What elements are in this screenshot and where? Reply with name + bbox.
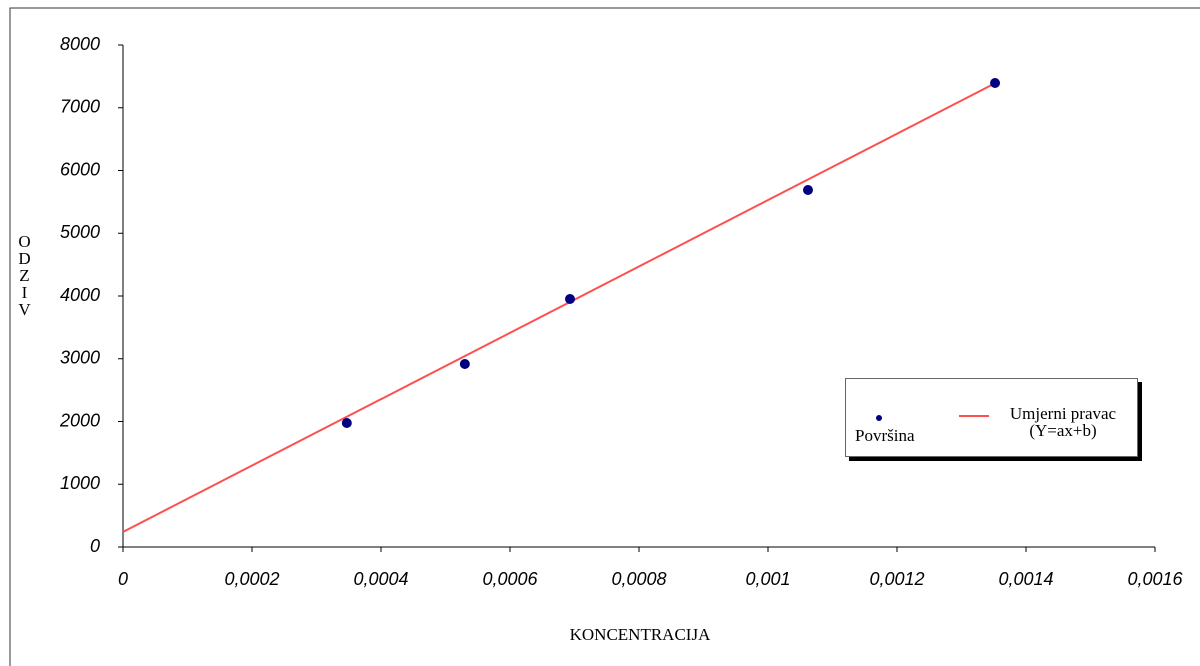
- y-tick-label: 2000: [59, 410, 100, 430]
- data-point: [990, 78, 1001, 89]
- x-tick-label: 0,0008: [611, 569, 666, 589]
- x-tick-label: 0,0004: [353, 569, 408, 589]
- legend-label: Površina: [855, 426, 915, 445]
- y-tick-label: 5000: [60, 222, 100, 242]
- y-tick-label: 6000: [60, 159, 100, 179]
- x-tick-label: 0,001: [745, 569, 790, 589]
- y-tick-label: 3000: [60, 348, 100, 368]
- y-tick-label: 0: [90, 536, 100, 556]
- x-axis-title: KONCENTRACIJA: [570, 625, 711, 644]
- fit-line: [122, 82, 996, 533]
- y-tick-label: 1000: [60, 473, 100, 493]
- x-tick-label: 0: [118, 569, 128, 589]
- data-point: [459, 359, 470, 370]
- y-tick-label: 7000: [60, 97, 100, 117]
- data-point: [802, 185, 813, 196]
- data-point: [341, 418, 352, 429]
- legend-swatch: [959, 415, 989, 417]
- x-tick-label: 0,0012: [869, 569, 924, 589]
- y-tick-label: 8000: [60, 34, 100, 54]
- x-tick-label: 0,0002: [224, 569, 279, 589]
- data-point: [564, 294, 575, 305]
- x-tick-label: 0,0016: [1127, 569, 1183, 589]
- y-tick-label: 4000: [60, 285, 100, 305]
- x-tick-label: 0,0014: [998, 569, 1053, 589]
- x-tick-label: 0,0006: [482, 569, 538, 589]
- legend-swatch: [876, 415, 882, 421]
- y-axis-title: ODZIV: [15, 232, 34, 317]
- frame: [9, 7, 1200, 666]
- legend: Površina Umjerni pravac (Y=ax+b): [845, 378, 1138, 457]
- legend-label: Umjerni pravac (Y=ax+b): [1009, 404, 1117, 440]
